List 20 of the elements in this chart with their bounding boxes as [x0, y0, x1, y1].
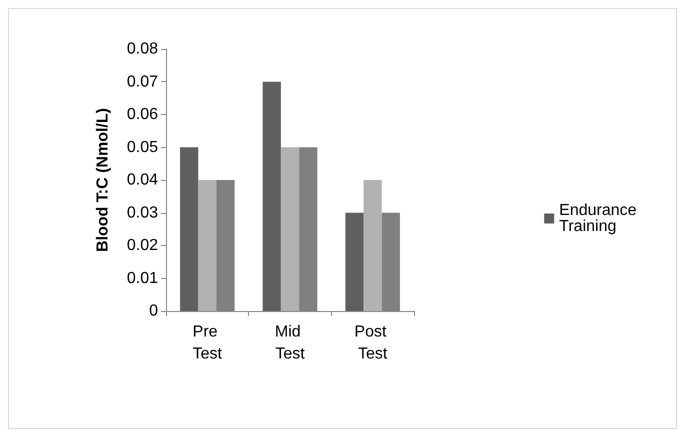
y-tick-label: 0.02: [126, 237, 158, 254]
y-tick-label: 0: [149, 302, 158, 320]
bar: [198, 180, 216, 311]
bar: [364, 180, 382, 311]
legend-label: Endurance Training: [559, 202, 642, 235]
bar: [262, 82, 281, 311]
y-tick-label: 0.05: [126, 138, 158, 156]
x-tick-label: Mid Test: [274, 324, 306, 362]
y-tick-label: 0.03: [126, 204, 158, 222]
y-tick-label: 0.01: [126, 270, 158, 287]
bar: [345, 212, 364, 311]
x-tick-label: Post Test: [354, 324, 391, 362]
y-tick-label: 0.08: [126, 40, 158, 58]
bar: [280, 147, 300, 311]
y-axis-title: Blood T:C (Nmol/L): [94, 108, 112, 252]
bar: [180, 147, 198, 311]
y-tick-label: 0.07: [126, 73, 158, 90]
x-tick-label: Pre Test: [192, 324, 223, 362]
y-tick-label: 0.06: [126, 106, 158, 123]
y-tick-label: 0.04: [126, 172, 158, 188]
